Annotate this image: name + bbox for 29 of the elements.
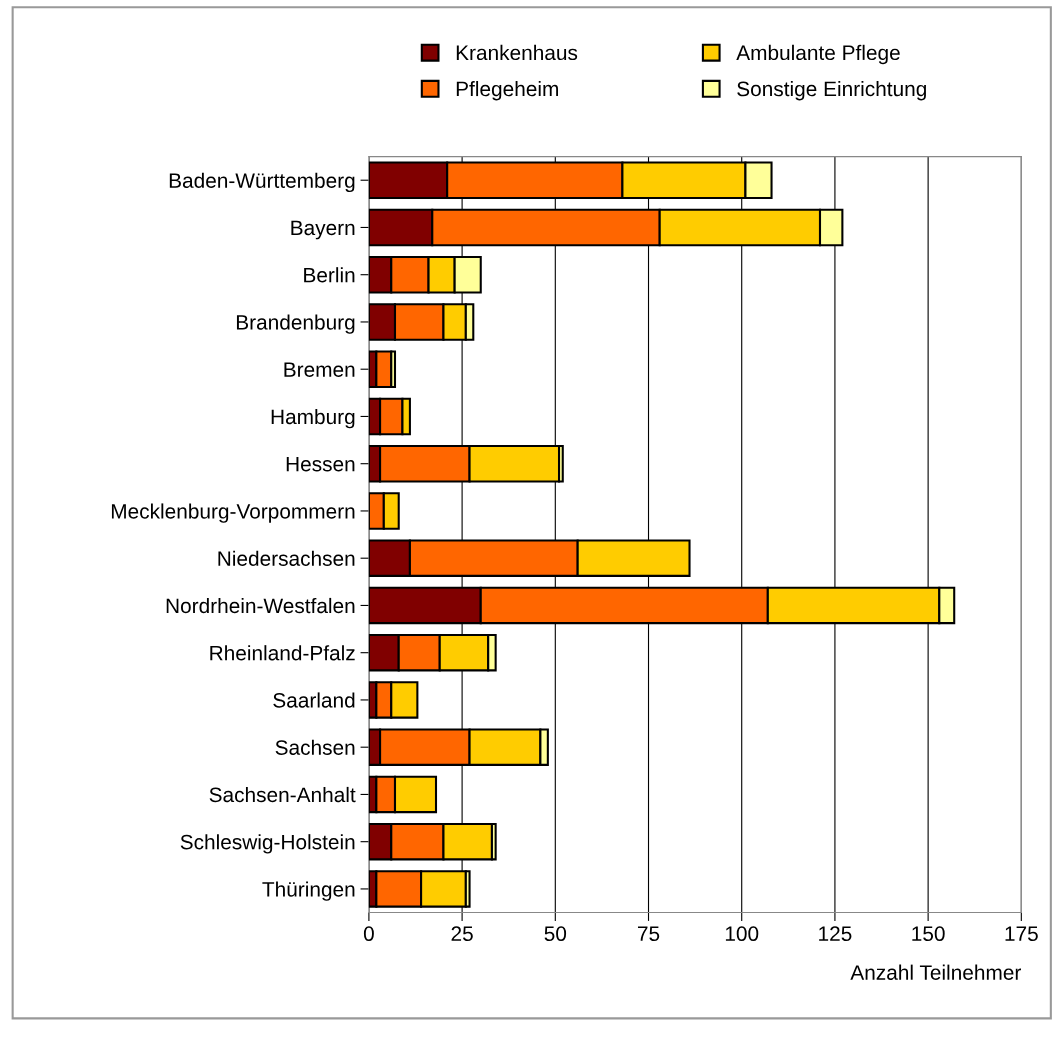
legend-label: Sonstige Einrichtung	[737, 80, 926, 101]
y-tick-label: Bremen	[284, 362, 355, 377]
x-tick-label: 75	[637, 926, 660, 942]
x-tick-label: 175	[1005, 926, 1038, 942]
x-tick-label: 125	[819, 926, 852, 942]
x-tick-label: 50	[544, 926, 567, 942]
y-tick-label: Mecklenburg-Vorpommern	[111, 503, 355, 523]
y-tick-label: Niedersachsen	[218, 550, 355, 566]
y-tick-label: Berlin	[304, 267, 355, 283]
y-tick-label: Thüringen	[262, 881, 355, 901]
y-tick-label: Nordrhein-Westfalen	[166, 597, 355, 614]
y-tick-label: Hamburg	[271, 408, 355, 429]
x-tick-label: 0	[363, 926, 374, 942]
y-tick-label: Sachsen	[275, 739, 355, 755]
legend-label: Pflegeheim	[456, 80, 558, 101]
legend-label: Krankenhaus	[456, 44, 578, 61]
y-tick-label: Saarland	[273, 692, 355, 708]
x-tick-label: 100	[725, 926, 759, 942]
y-tick-label: Baden-Württemberg	[169, 172, 355, 193]
y-tick-label: Hessen	[286, 456, 355, 472]
legend-label: Ambulante Pflege	[736, 44, 900, 65]
y-tick-label: Rheinland-Pfalz	[210, 645, 355, 661]
y-tick-label: Brandenburg	[236, 314, 355, 334]
y-tick-label: Sachsen-Anhalt	[209, 786, 356, 803]
x-axis-title: Anzahl Teilnehmer	[850, 964, 1021, 980]
y-tick-label: Bayern	[291, 220, 355, 240]
y-tick-label: Schleswig-Holstein	[180, 834, 355, 854]
x-tick-label: 150	[912, 926, 945, 942]
x-tick-label: 25	[451, 926, 473, 942]
